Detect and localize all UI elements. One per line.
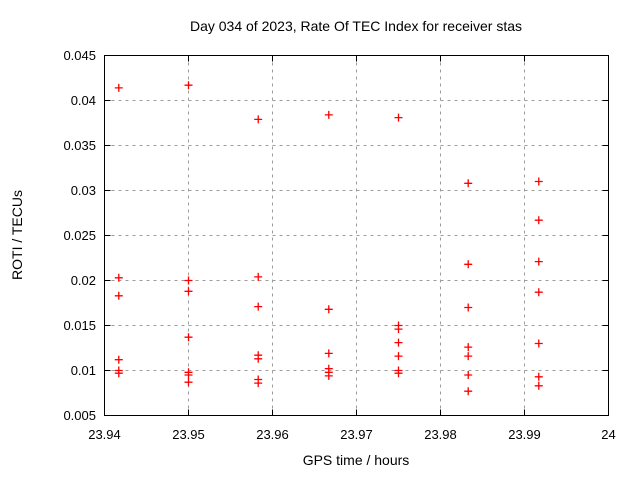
- x-tick-label: 23.94: [88, 427, 121, 442]
- x-tick-label: 23.98: [424, 427, 457, 442]
- data-point-markers: [114, 81, 543, 396]
- x-tick-label: 23.99: [508, 427, 541, 442]
- y-tick-label: 0.045: [63, 47, 96, 63]
- x-tick-label: 23.97: [340, 427, 373, 442]
- x-axis-label: GPS time / hours: [302, 452, 410, 468]
- grid-lines: [104, 55, 609, 416]
- x-tick-label: 24: [601, 427, 616, 442]
- x-tick-label: 23.95: [172, 427, 205, 442]
- y-tick-label: 0.025: [63, 227, 96, 243]
- plot-border: [104, 55, 609, 416]
- y-tick-label: 0.03: [70, 182, 96, 198]
- y-axis-label: ROTI / TECUs: [9, 190, 25, 280]
- y-tick-label: 0.02: [70, 272, 96, 288]
- plot-canvas: [104, 55, 609, 416]
- y-tick-label: 0.035: [63, 137, 96, 153]
- chart-title: Day 034 of 2023, Rate Of TEC Index for r…: [189, 18, 522, 34]
- y-tick-label: 0.015: [63, 317, 96, 333]
- y-tick-label: 0.01: [70, 362, 96, 378]
- plot-area: [104, 55, 609, 416]
- y-tick-label: 0.005: [63, 407, 96, 423]
- x-tick-label: 23.96: [256, 427, 289, 442]
- y-tick-label: 0.04: [70, 92, 96, 108]
